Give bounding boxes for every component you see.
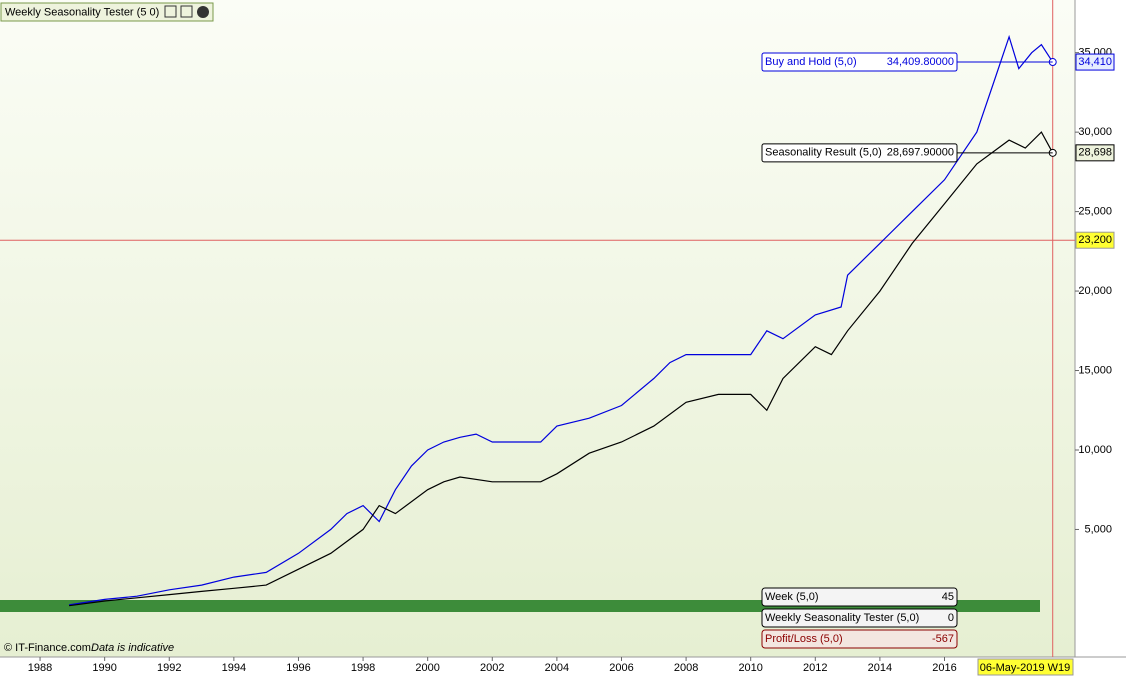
indicator-value: -567 (932, 633, 954, 645)
y-tick-label: 20,000 (1078, 285, 1112, 297)
axis-tag (1075, 53, 1115, 71)
chart-title: Weekly Seasonality Tester (5 0) (5, 6, 159, 18)
readout-name: Seasonality Result (5,0) (765, 147, 882, 159)
readout-box (761, 52, 958, 72)
date-label: 06-May-2019 W19 (980, 662, 1071, 674)
axis-tag-label: 28,698 (1078, 147, 1112, 159)
indicator-value: 45 (942, 591, 954, 603)
close-icon[interactable] (197, 6, 209, 18)
footer-note: Data is indicative (91, 642, 174, 654)
axis-background (1075, 0, 1126, 657)
readout-value: 34,409.80000 (887, 56, 954, 68)
y-tick-label: 5,000 (1084, 523, 1112, 535)
axis-tag-label: 34,410 (1078, 56, 1112, 68)
indicator-name: Profit/Loss (5,0) (765, 633, 843, 645)
x-tick-label: 2010 (738, 662, 762, 674)
indicator-box (761, 629, 958, 649)
readout-box (761, 143, 958, 163)
y-tick-label: 25,000 (1078, 206, 1112, 218)
indicator-name: Week (5,0) (765, 591, 819, 603)
series-line (69, 34, 1054, 606)
x-tick-label: 1988 (28, 662, 52, 674)
x-tick-label: 2002 (480, 662, 504, 674)
x-tick-label: 2008 (674, 662, 698, 674)
x-tick-label: 2014 (868, 662, 892, 674)
y-tick-label: 15,000 (1078, 364, 1112, 376)
x-tick-label: 2016 (932, 662, 956, 674)
x-tick-label: 1994 (222, 662, 246, 674)
x-tick-label: 2006 (609, 662, 633, 674)
crosshair-tag (1075, 231, 1115, 249)
crosshair-label: 23,200 (1078, 234, 1112, 246)
x-tick-label: 1992 (157, 662, 181, 674)
series-line (69, 131, 1054, 607)
readout-name: Buy and Hold (5,0) (765, 56, 857, 68)
icon[interactable] (180, 5, 193, 18)
date-tag (977, 658, 1074, 676)
indicator-box (761, 587, 958, 607)
x-axis-background (0, 657, 1126, 683)
copyright: © IT-Finance.com (4, 642, 91, 654)
x-tick-label: 1998 (351, 662, 375, 674)
x-tick-label: 2012 (803, 662, 827, 674)
y-tick-label: 10,000 (1078, 444, 1112, 456)
readout-value: 28,697.90000 (887, 147, 954, 159)
x-tick-label: 2004 (545, 662, 569, 674)
axis-tag (1075, 144, 1115, 162)
x-tick-label: 1990 (92, 662, 116, 674)
title-box (0, 2, 214, 22)
y-tick-label: 30,000 (1078, 126, 1112, 138)
icon[interactable] (164, 5, 177, 18)
x-tick-label: 2000 (415, 662, 439, 674)
indicator-value: 0 (948, 612, 954, 624)
plot-background (0, 0, 1075, 657)
title-icons[interactable] (164, 5, 209, 18)
indicator-box (761, 608, 958, 628)
x-tick-label: 1996 (286, 662, 310, 674)
indicator-name: Weekly Seasonality Tester (5,0) (765, 612, 919, 624)
